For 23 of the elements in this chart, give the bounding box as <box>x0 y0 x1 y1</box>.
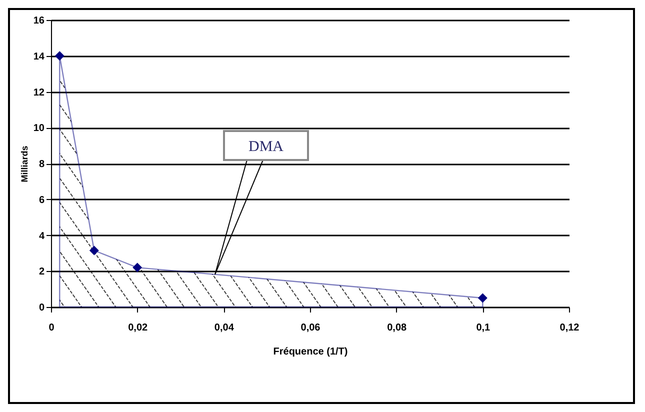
y-tick-label: 10 <box>33 123 45 134</box>
y-tick-label: 0 <box>38 302 45 314</box>
point <box>54 51 64 61</box>
y-tick-label: 4 <box>38 230 45 242</box>
y-tick-label: 8 <box>38 159 45 170</box>
y-tick-label: 16 <box>33 16 45 26</box>
x-tick-label: 0,06 <box>300 322 321 334</box>
x-tick-label: 0,04 <box>214 322 234 334</box>
y-axis-title: Milliards <box>19 146 30 182</box>
y-tick-label: 14 <box>33 51 45 62</box>
annotation: DMA <box>248 139 284 155</box>
point <box>478 293 488 303</box>
point <box>89 246 99 256</box>
x-tick-label: 0 <box>48 322 55 334</box>
y-tick-label: 6 <box>38 194 45 206</box>
x-tick-label: 0,08 <box>387 322 407 334</box>
y-tick-label: 2 <box>38 266 45 278</box>
y-tick-label: 12 <box>33 87 45 98</box>
x-axis-title: Fréquence (1/T) <box>273 346 348 358</box>
point <box>132 262 142 272</box>
x-tick-label: 0,1 <box>476 322 491 334</box>
x-tick-label: 0,02 <box>128 322 148 334</box>
x-tick-label: 0,12 <box>560 322 580 334</box>
